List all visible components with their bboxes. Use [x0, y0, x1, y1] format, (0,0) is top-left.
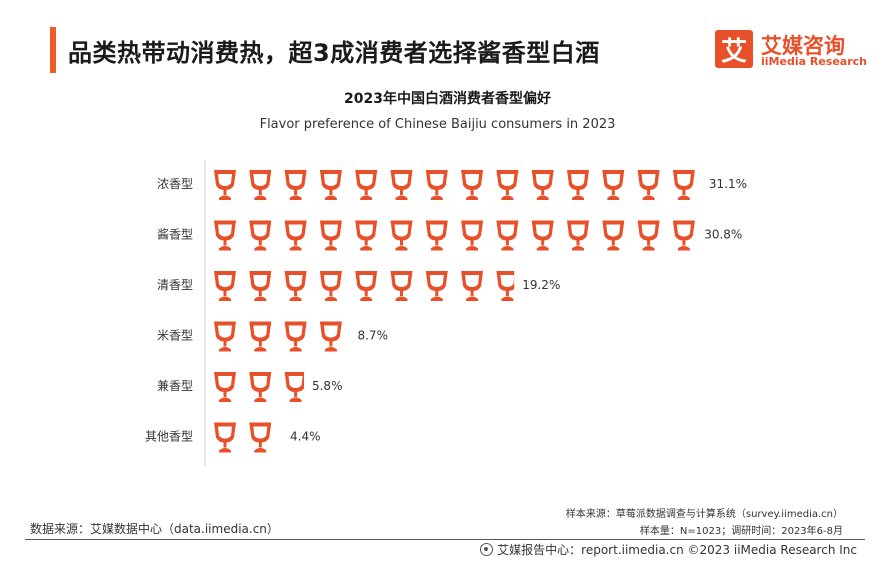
wine-glass-icon	[249, 372, 272, 402]
value-label: 31.1%	[709, 177, 747, 191]
wine-glass-icon	[567, 170, 589, 200]
wine-glass-icon	[496, 220, 519, 251]
logo-name-en: iiMedia Research	[761, 55, 867, 68]
wine-glass-icon	[602, 220, 625, 251]
bar-glasses	[214, 220, 695, 251]
category-label: 其他香型	[145, 430, 193, 444]
wine-glass-icon	[355, 220, 378, 251]
wine-glass-icon	[284, 220, 307, 251]
bar-row: 其他香型 4.4%	[145, 422, 321, 453]
wine-glass-icon	[214, 321, 236, 352]
wine-glass-icon	[637, 170, 660, 200]
sample-size: 样本量：N=1023；调研时间：2023年6-8月	[639, 526, 843, 537]
wine-glass-icon	[672, 170, 695, 200]
value-label: 19.2%	[522, 278, 560, 292]
wine-glass-icon	[249, 321, 272, 352]
category-label: 米香型	[157, 329, 193, 343]
wine-glass-icon	[249, 271, 272, 301]
bar-row: 兼香型 5.8%	[157, 372, 343, 402]
wine-glass-icon	[355, 170, 378, 200]
wine-glass-icon	[390, 220, 413, 251]
wine-glass-icon	[214, 271, 236, 301]
wine-glass-icon	[214, 220, 236, 251]
category-label: 清香型	[157, 278, 193, 292]
bar-glasses	[214, 170, 695, 200]
wine-glass-icon	[249, 422, 272, 453]
wine-glass-icon	[319, 271, 342, 301]
iimedia-logo: 艾 艾媒咨询 iiMedia Research	[715, 30, 867, 70]
wine-glass-icon	[425, 220, 448, 251]
wine-glass-icon	[531, 170, 554, 200]
footer: 艾媒报告中心：report.iimedia.cn ©2023 iiMedia R…	[480, 541, 857, 558]
wine-glass-icon	[319, 321, 342, 352]
wine-glass-icon	[461, 271, 484, 301]
page-title: 品类热带动消费热，超3成消费者选择酱香型白酒	[68, 39, 600, 67]
wine-glass-icon	[461, 170, 484, 200]
wine-glass-icon	[531, 220, 554, 251]
chart-title: 2023年中国白酒消费者香型偏好	[344, 91, 551, 107]
wine-glass-icon	[214, 372, 236, 402]
report-center-icon	[480, 543, 494, 556]
bar-glasses	[214, 372, 304, 402]
value-label: 4.4%	[290, 430, 321, 444]
wine-glass-icon	[319, 170, 342, 200]
wine-glass-icon	[461, 220, 484, 251]
category-label: 酱香型	[157, 227, 193, 242]
value-label: 5.8%	[312, 379, 343, 393]
wine-glass-icon	[425, 271, 448, 301]
bar-glasses	[214, 422, 272, 453]
category-label: 浓香型	[157, 177, 193, 191]
wine-glass-icon	[355, 271, 378, 301]
wine-glass-icon	[284, 170, 307, 200]
wine-glass-icon	[567, 220, 589, 251]
footer-text: 艾媒报告中心：report.iimedia.cn ©2023 iiMedia R…	[497, 543, 857, 557]
wine-glass-icon	[390, 271, 413, 301]
wine-glass-icon	[284, 321, 307, 352]
pictorial-bar-chart: 浓香型 31.1% 酱香型 30.8% 清香型 19.2% 米香型 8.7% 兼香型 5.8% 其他…	[145, 160, 747, 466]
wine-glass-icon	[284, 372, 304, 402]
bar-row: 酱香型 30.8%	[157, 220, 742, 251]
wine-glass-icon	[637, 220, 660, 251]
wine-glass-icon	[602, 170, 625, 200]
bar-glasses	[214, 271, 515, 301]
footer-divider	[25, 539, 865, 540]
bar-row: 米香型 8.7%	[157, 321, 388, 352]
data-source: 数据来源：艾媒数据中心（data.iimedia.cn）	[30, 522, 279, 536]
bar-row: 清香型 19.2%	[157, 271, 560, 301]
wine-glass-icon	[496, 271, 515, 301]
wine-glass-icon	[390, 170, 413, 200]
wine-glass-icon	[672, 220, 695, 251]
title-accent-bar	[50, 27, 56, 73]
wine-glass-icon	[249, 170, 272, 200]
wine-glass-icon	[249, 220, 272, 251]
bar-glasses	[214, 321, 342, 352]
chart-subtitle: Flavor preference of Chinese Baijiu cons…	[259, 117, 616, 132]
sample-source: 样本来源：草莓派数据调查与计算系统（survey.iimedia.cn）	[565, 509, 843, 520]
value-label: 30.8%	[704, 228, 742, 242]
wine-glass-icon	[214, 422, 236, 453]
logo-mark: 艾	[715, 30, 753, 68]
wine-glass-icon	[496, 170, 519, 200]
wine-glass-icon	[425, 170, 448, 200]
bar-row: 浓香型 31.1%	[157, 170, 747, 200]
wine-glass-icon	[319, 220, 342, 251]
category-label: 兼香型	[157, 379, 193, 393]
wine-glass-icon	[284, 271, 307, 301]
value-label: 8.7%	[357, 329, 388, 343]
wine-glass-icon	[214, 170, 236, 200]
logo-name-cn: 艾媒咨询	[761, 34, 845, 58]
